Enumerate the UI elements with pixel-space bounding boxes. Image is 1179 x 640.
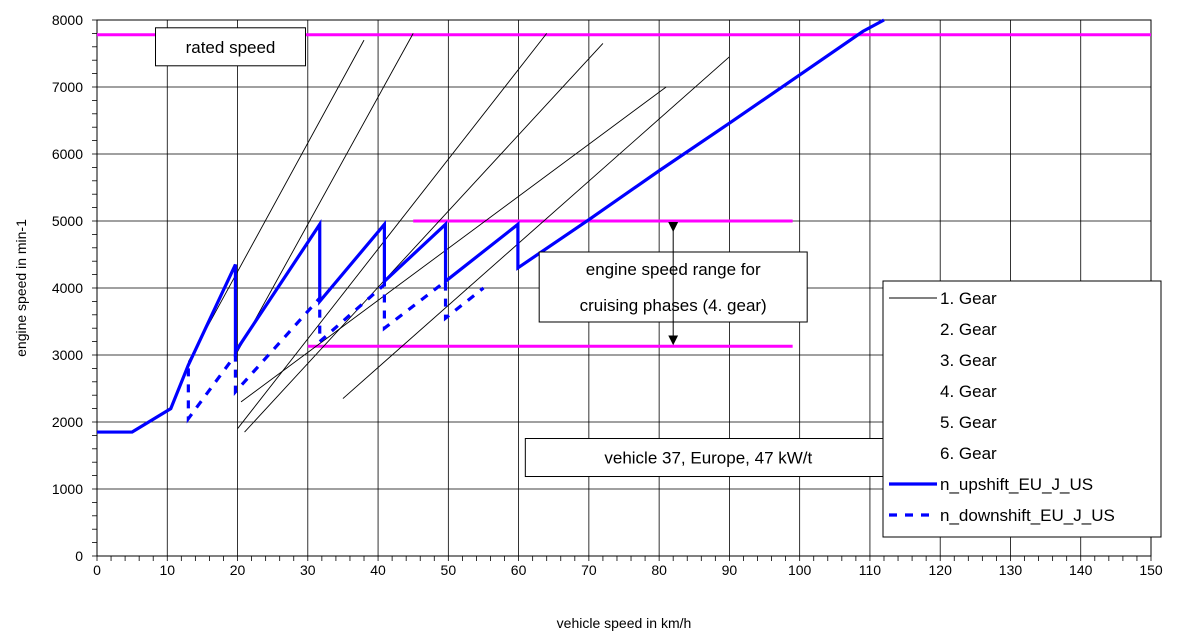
x-tick-label: 130	[999, 562, 1023, 578]
x-tick-label: 110	[859, 562, 882, 578]
y-tick-label: 8000	[52, 12, 83, 28]
series-layer	[97, 18, 885, 434]
y-tick-label: 4000	[52, 280, 83, 296]
y-tick-label: 0	[75, 548, 83, 564]
tick-labels: 0 10 20 30 40 50 60 70 80 90 100 110 120 130 140 150 0 10…	[52, 12, 1163, 578]
legend-label: 6. Gear	[940, 444, 997, 463]
annotation-text: vehicle 37, Europe, 47 kW/t	[604, 449, 812, 468]
legend-box	[882, 280, 1162, 538]
y-tick-label: 7000	[52, 79, 83, 95]
x-tick-label: 70	[581, 562, 597, 578]
y-tick-label: 6000	[52, 146, 83, 162]
y-axis-label: engine speed in min-1	[13, 219, 29, 357]
x-tick-label: 20	[230, 562, 246, 578]
y-tick-label: 3000	[52, 347, 83, 363]
series-1-gear	[187, 39, 365, 362]
x-tick-label: 0	[93, 562, 101, 578]
series-4-gear	[244, 43, 604, 433]
annotation-text: rated speed	[186, 38, 276, 57]
legend-label: 5. Gear	[940, 413, 997, 432]
x-tick-label: 100	[788, 562, 812, 578]
x-tick-label: 10	[159, 562, 175, 578]
series-n-downshift-eu-j-us	[186, 278, 485, 424]
series-5-gear	[240, 86, 667, 403]
series-6-gear	[342, 56, 730, 399]
x-tick-label: 120	[929, 562, 953, 578]
x-tick-label: 40	[370, 562, 386, 578]
legend: 1. Gear 2. Gear 3. Gear 4. Gear 5. Gear 6. Ge…	[882, 280, 1162, 538]
legend-label: 3. Gear	[940, 351, 997, 370]
legend-label: 2. Gear	[940, 320, 997, 339]
legend-label: n_downshift_EU_J_US	[940, 506, 1115, 525]
annotation-box	[155, 27, 307, 67]
x-tick-label: 140	[1069, 562, 1093, 578]
x-tick-label: 150	[1139, 562, 1163, 578]
legend-label: n_upshift_EU_J_US	[940, 475, 1093, 494]
series-2-gear	[237, 33, 414, 352]
annotation-box	[524, 438, 892, 478]
x-axis-label: vehicle speed in km/h	[557, 615, 692, 631]
x-tick-label: 30	[300, 562, 316, 578]
x-tick-label: 60	[511, 562, 527, 578]
x-tick-label: 90	[722, 562, 738, 578]
legend-label: 1. Gear	[940, 289, 997, 308]
y-tick-label: 5000	[52, 213, 83, 229]
y-tick-label: 2000	[52, 414, 83, 430]
series-3-gear	[237, 33, 548, 429]
y-tick-label: 1000	[52, 481, 83, 497]
legend-label: 4. Gear	[940, 382, 997, 401]
x-tick-label: 50	[441, 562, 457, 578]
x-tick-label: 80	[651, 562, 667, 578]
series-n-upshift-eu-j-us	[97, 18, 885, 434]
